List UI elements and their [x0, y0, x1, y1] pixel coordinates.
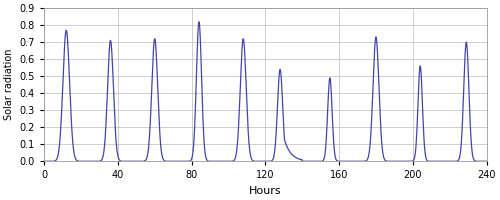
Y-axis label: Solar radiation: Solar radiation — [4, 49, 14, 120]
X-axis label: Hours: Hours — [249, 186, 282, 196]
